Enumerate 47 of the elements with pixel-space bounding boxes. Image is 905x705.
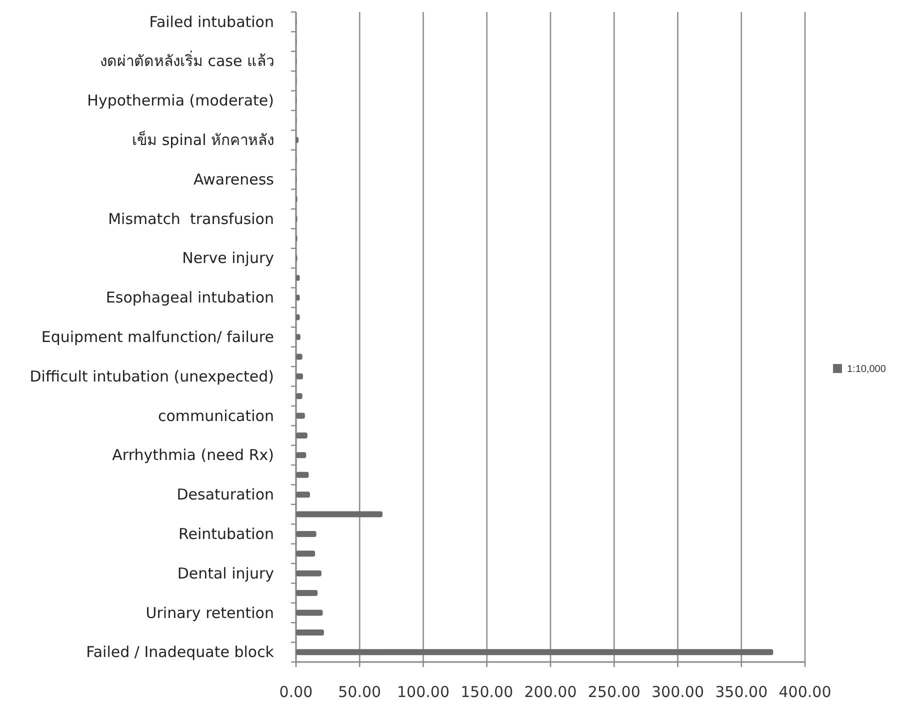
- y-tick-label: งดผ่าตัดหลังเริ่ม case แล้ว: [100, 50, 274, 70]
- bar: [296, 334, 300, 340]
- bar: [296, 373, 303, 380]
- y-tick-label: Urinary retention: [146, 604, 274, 622]
- y-tick-label: Nerve injury: [182, 249, 274, 268]
- bar: [296, 432, 308, 438]
- bar: [296, 570, 322, 576]
- y-tick-label: Hypothermia (moderate): [87, 92, 274, 110]
- y-tick-label: Desaturation: [176, 486, 274, 504]
- y-tick-label: Dental injury: [177, 564, 274, 582]
- x-tick-label: 300.00: [652, 683, 704, 701]
- x-tick-label: 250.00: [588, 683, 640, 701]
- x-tick-label: 200.00: [524, 683, 577, 701]
- y-tick-label: Difficult intubation (unexpected): [30, 367, 274, 386]
- bar: [296, 452, 306, 458]
- bar: [296, 610, 323, 616]
- y-tick-label: Mismatch transfusion: [108, 210, 274, 228]
- y-tick-label: communication: [158, 406, 274, 425]
- x-tick-label: 150.00: [460, 683, 514, 701]
- bar: [296, 649, 774, 656]
- bar: [296, 629, 324, 636]
- bar: [296, 393, 302, 400]
- bar: [296, 511, 383, 518]
- y-tick-label: Esophageal intubation: [106, 288, 274, 307]
- x-tick-label: 350.00: [715, 683, 768, 701]
- bar: [296, 274, 300, 281]
- bar: [296, 530, 316, 537]
- x-tick-label: 400.00: [778, 683, 832, 701]
- y-tick-label: Arrhythmia (need Rx): [112, 446, 274, 464]
- y-tick-label: เข็ม spinal หักคาหลัง: [132, 130, 274, 150]
- y-tick-label: Failed / Inadequate block: [86, 643, 274, 662]
- x-tick-label: 0.00: [279, 683, 313, 701]
- bar: [296, 137, 299, 144]
- bar: [296, 354, 302, 360]
- y-tick-label: Failed intubation: [149, 12, 274, 31]
- bar: [296, 472, 309, 478]
- bar: [296, 294, 300, 301]
- x-tick-label: 50.00: [338, 683, 382, 701]
- x-tick-label: 100.00: [397, 683, 450, 701]
- bar: [296, 492, 310, 498]
- bar: [296, 412, 305, 419]
- bar: [296, 590, 318, 596]
- y-tick-label: Equipment malfunction/ failure: [41, 328, 274, 346]
- legend-label: 1:10,000: [847, 364, 886, 375]
- y-tick-label: Awareness: [193, 170, 274, 188]
- bar: [296, 550, 316, 557]
- y-tick-label: Reintubation: [178, 524, 274, 543]
